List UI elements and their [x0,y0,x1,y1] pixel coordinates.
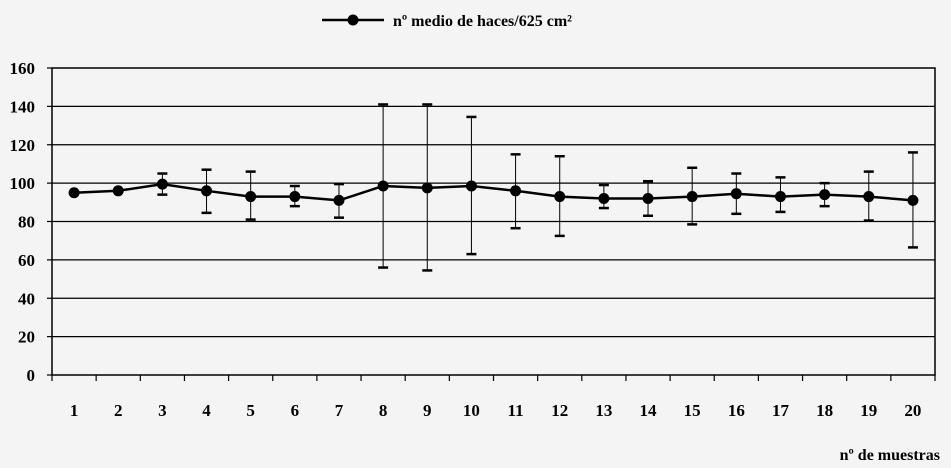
data-point-5 [245,191,257,203]
series-points [68,178,919,206]
y-tick-label-40: 40 [18,289,35,308]
legend: nº medio de haces/625 cm² [322,13,572,30]
x-tick-label-2: 2 [114,401,123,420]
x-tick-label-10: 10 [463,401,480,420]
data-point-18 [819,189,831,201]
error-bars [157,103,918,272]
data-point-7 [333,194,345,206]
data-point-6 [289,191,301,203]
plot-area-frame [51,67,936,376]
x-tick-label-18: 18 [816,401,833,420]
y-tick-label-60: 60 [18,251,35,270]
x-tick-label-1: 1 [70,401,79,420]
x-tick-label-5: 5 [246,401,255,420]
y-tick-label-20: 20 [18,328,35,347]
x-tick-label-11: 11 [508,401,524,420]
data-point-17 [774,191,786,203]
data-point-20 [907,194,919,206]
data-point-11 [510,185,522,197]
axes [51,67,936,376]
x-tick-label-9: 9 [423,401,432,420]
data-point-2 [112,185,124,197]
data-point-10 [465,180,477,192]
series-line [74,182,914,202]
x-tick-label-17: 17 [772,401,790,420]
gridlines [47,67,936,381]
data-point-4 [201,185,213,197]
data-point-19 [863,191,875,203]
data-point-16 [730,188,742,200]
x-tick-label-4: 4 [202,401,211,420]
data-point-15 [686,191,698,203]
x-tick-label-3: 3 [158,401,167,420]
x-tick-label-15: 15 [684,401,701,420]
x-tick-label-14: 14 [640,401,658,420]
data-point-13 [598,192,610,204]
x-tick-label-6: 6 [291,401,300,420]
legend-label: nº medio de haces/625 cm² [393,13,572,30]
data-point-3 [156,178,168,190]
data-point-9 [421,182,433,194]
y-tick-label-0: 0 [27,366,36,385]
data-point-8 [377,180,389,192]
x-tick-label-16: 16 [728,401,745,420]
x-tick-label-12: 12 [551,401,568,420]
x-axis-tick-labels: 1 2 3 4 5 6 7 8 9 10 11 12 13 14 15 16 17 18 19 20 [70,401,922,420]
y-tick-label-100: 100 [10,174,36,193]
y-tick-label-160: 160 [10,59,36,78]
x-tick-label-13: 13 [595,401,612,420]
x-tick-label-20: 20 [904,401,921,420]
y-tick-label-140: 140 [10,97,36,116]
y-axis-tick-labels: 0 20 40 60 80 100 120 140 160 [10,59,36,385]
legend-point-marker [347,14,359,26]
x-tick-label-7: 7 [335,401,344,420]
y-tick-label-120: 120 [10,136,36,155]
data-point-1 [68,187,80,199]
x-tick-label-19: 19 [860,401,877,420]
x-axis-title: nº de muestras [840,447,940,464]
y-tick-label-80: 80 [18,213,35,232]
data-point-12 [554,191,566,203]
data-point-14 [642,192,654,204]
x-tick-label-8: 8 [379,401,388,420]
